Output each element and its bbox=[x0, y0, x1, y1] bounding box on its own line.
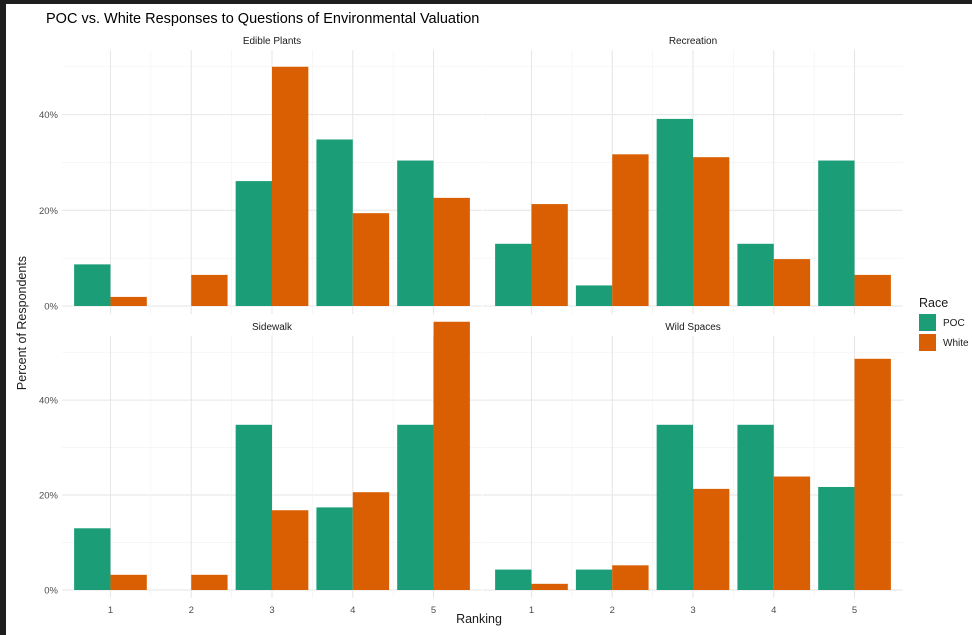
bar-poc-4 bbox=[737, 243, 774, 306]
bar-white-5 bbox=[433, 321, 470, 590]
y-tick-label: 0% bbox=[44, 586, 58, 597]
facet-strip-label: Wild Spaces bbox=[665, 322, 721, 333]
bar-white-3 bbox=[693, 488, 730, 590]
bar-poc-1 bbox=[495, 569, 532, 590]
bar-poc-5 bbox=[397, 424, 434, 590]
legend-key-poc bbox=[919, 314, 936, 331]
bar-white-3 bbox=[693, 157, 730, 306]
bar-white-1 bbox=[531, 583, 568, 590]
facet-sidewalk: Sidewalk 0% 20% 40% 1 2 3 4 5 bbox=[39, 321, 482, 616]
bar-poc-3 bbox=[656, 118, 693, 307]
bar-white-1 bbox=[110, 296, 147, 306]
facet-edible-plants: Edible Plants 0% 20% 40% bbox=[39, 36, 482, 314]
bar-poc-3 bbox=[235, 181, 272, 306]
y-tick-label: 40% bbox=[39, 110, 59, 121]
x-tick-label: 4 bbox=[771, 605, 776, 616]
chart-title: POC vs. White Responses to Questions of … bbox=[46, 11, 479, 27]
bar-poc-5 bbox=[818, 160, 855, 306]
x-tick-label: 1 bbox=[108, 605, 113, 616]
legend-key-white bbox=[919, 334, 936, 351]
facet-strip-label: Sidewalk bbox=[252, 322, 293, 333]
bar-poc-3 bbox=[235, 424, 272, 590]
y-axis-title: Percent of Respondents bbox=[15, 256, 29, 390]
bar-white-4 bbox=[773, 259, 811, 306]
bar-poc-1 bbox=[74, 528, 111, 590]
bar-white-3 bbox=[272, 66, 309, 306]
x-tick-label: 1 bbox=[529, 605, 534, 616]
y-tick-label: 0% bbox=[44, 302, 58, 313]
x-tick-label: 3 bbox=[690, 605, 695, 616]
bar-poc-2 bbox=[575, 285, 613, 306]
bar-white-5 bbox=[433, 197, 470, 306]
bar-white-2 bbox=[191, 574, 228, 590]
bar-white-1 bbox=[110, 574, 147, 590]
x-tick-label: 5 bbox=[852, 605, 857, 616]
bar-white-2 bbox=[191, 274, 228, 306]
chart-svg: POC vs. White Responses to Questions of … bbox=[15, 11, 969, 626]
x-tick-label: 2 bbox=[189, 605, 194, 616]
bar-white-4 bbox=[773, 476, 811, 590]
legend-label-white: White bbox=[943, 338, 969, 349]
bar-white-5 bbox=[854, 358, 891, 590]
bar-white-5 bbox=[854, 274, 891, 306]
facet-strip-label: Recreation bbox=[669, 36, 717, 47]
bar-poc-4 bbox=[316, 139, 353, 306]
bar-poc-4 bbox=[737, 424, 774, 590]
bar-white-2 bbox=[612, 565, 649, 590]
bar-white-2 bbox=[612, 154, 649, 306]
bar-poc-4 bbox=[316, 507, 353, 590]
bar-white-1 bbox=[531, 204, 568, 306]
bar-white-3 bbox=[272, 510, 309, 590]
bar-poc-1 bbox=[74, 264, 111, 306]
facet-recreation: Recreation bbox=[483, 36, 903, 314]
bar-poc-1 bbox=[495, 243, 532, 306]
x-tick-label: 2 bbox=[610, 605, 615, 616]
bar-poc-3 bbox=[656, 424, 693, 590]
facet-wild-spaces: Wild Spaces 1 2 3 4 5 bbox=[483, 322, 903, 616]
bar-white-4 bbox=[352, 213, 390, 306]
bar-poc-5 bbox=[818, 486, 855, 590]
x-tick-label: 3 bbox=[269, 605, 274, 616]
legend-label-poc: POC bbox=[943, 318, 965, 329]
facet-panels: Edible Plants 0% 20% 40% Recreation Sidewalk 0… bbox=[39, 36, 903, 616]
facet-strip-label: Edible Plants bbox=[243, 36, 301, 47]
bar-poc-2 bbox=[575, 569, 613, 590]
bar-poc-5 bbox=[397, 160, 434, 306]
x-axis-title: Ranking bbox=[456, 612, 502, 626]
chart-frame: POC vs. White Responses to Questions of … bbox=[6, 4, 972, 635]
y-tick-label: 20% bbox=[39, 206, 59, 217]
x-tick-label: 5 bbox=[431, 605, 436, 616]
bar-white-4 bbox=[352, 492, 390, 590]
x-tick-label: 4 bbox=[350, 605, 355, 616]
legend-title: Race bbox=[919, 296, 948, 310]
y-tick-label: 40% bbox=[39, 396, 59, 407]
y-tick-label: 20% bbox=[39, 491, 59, 502]
